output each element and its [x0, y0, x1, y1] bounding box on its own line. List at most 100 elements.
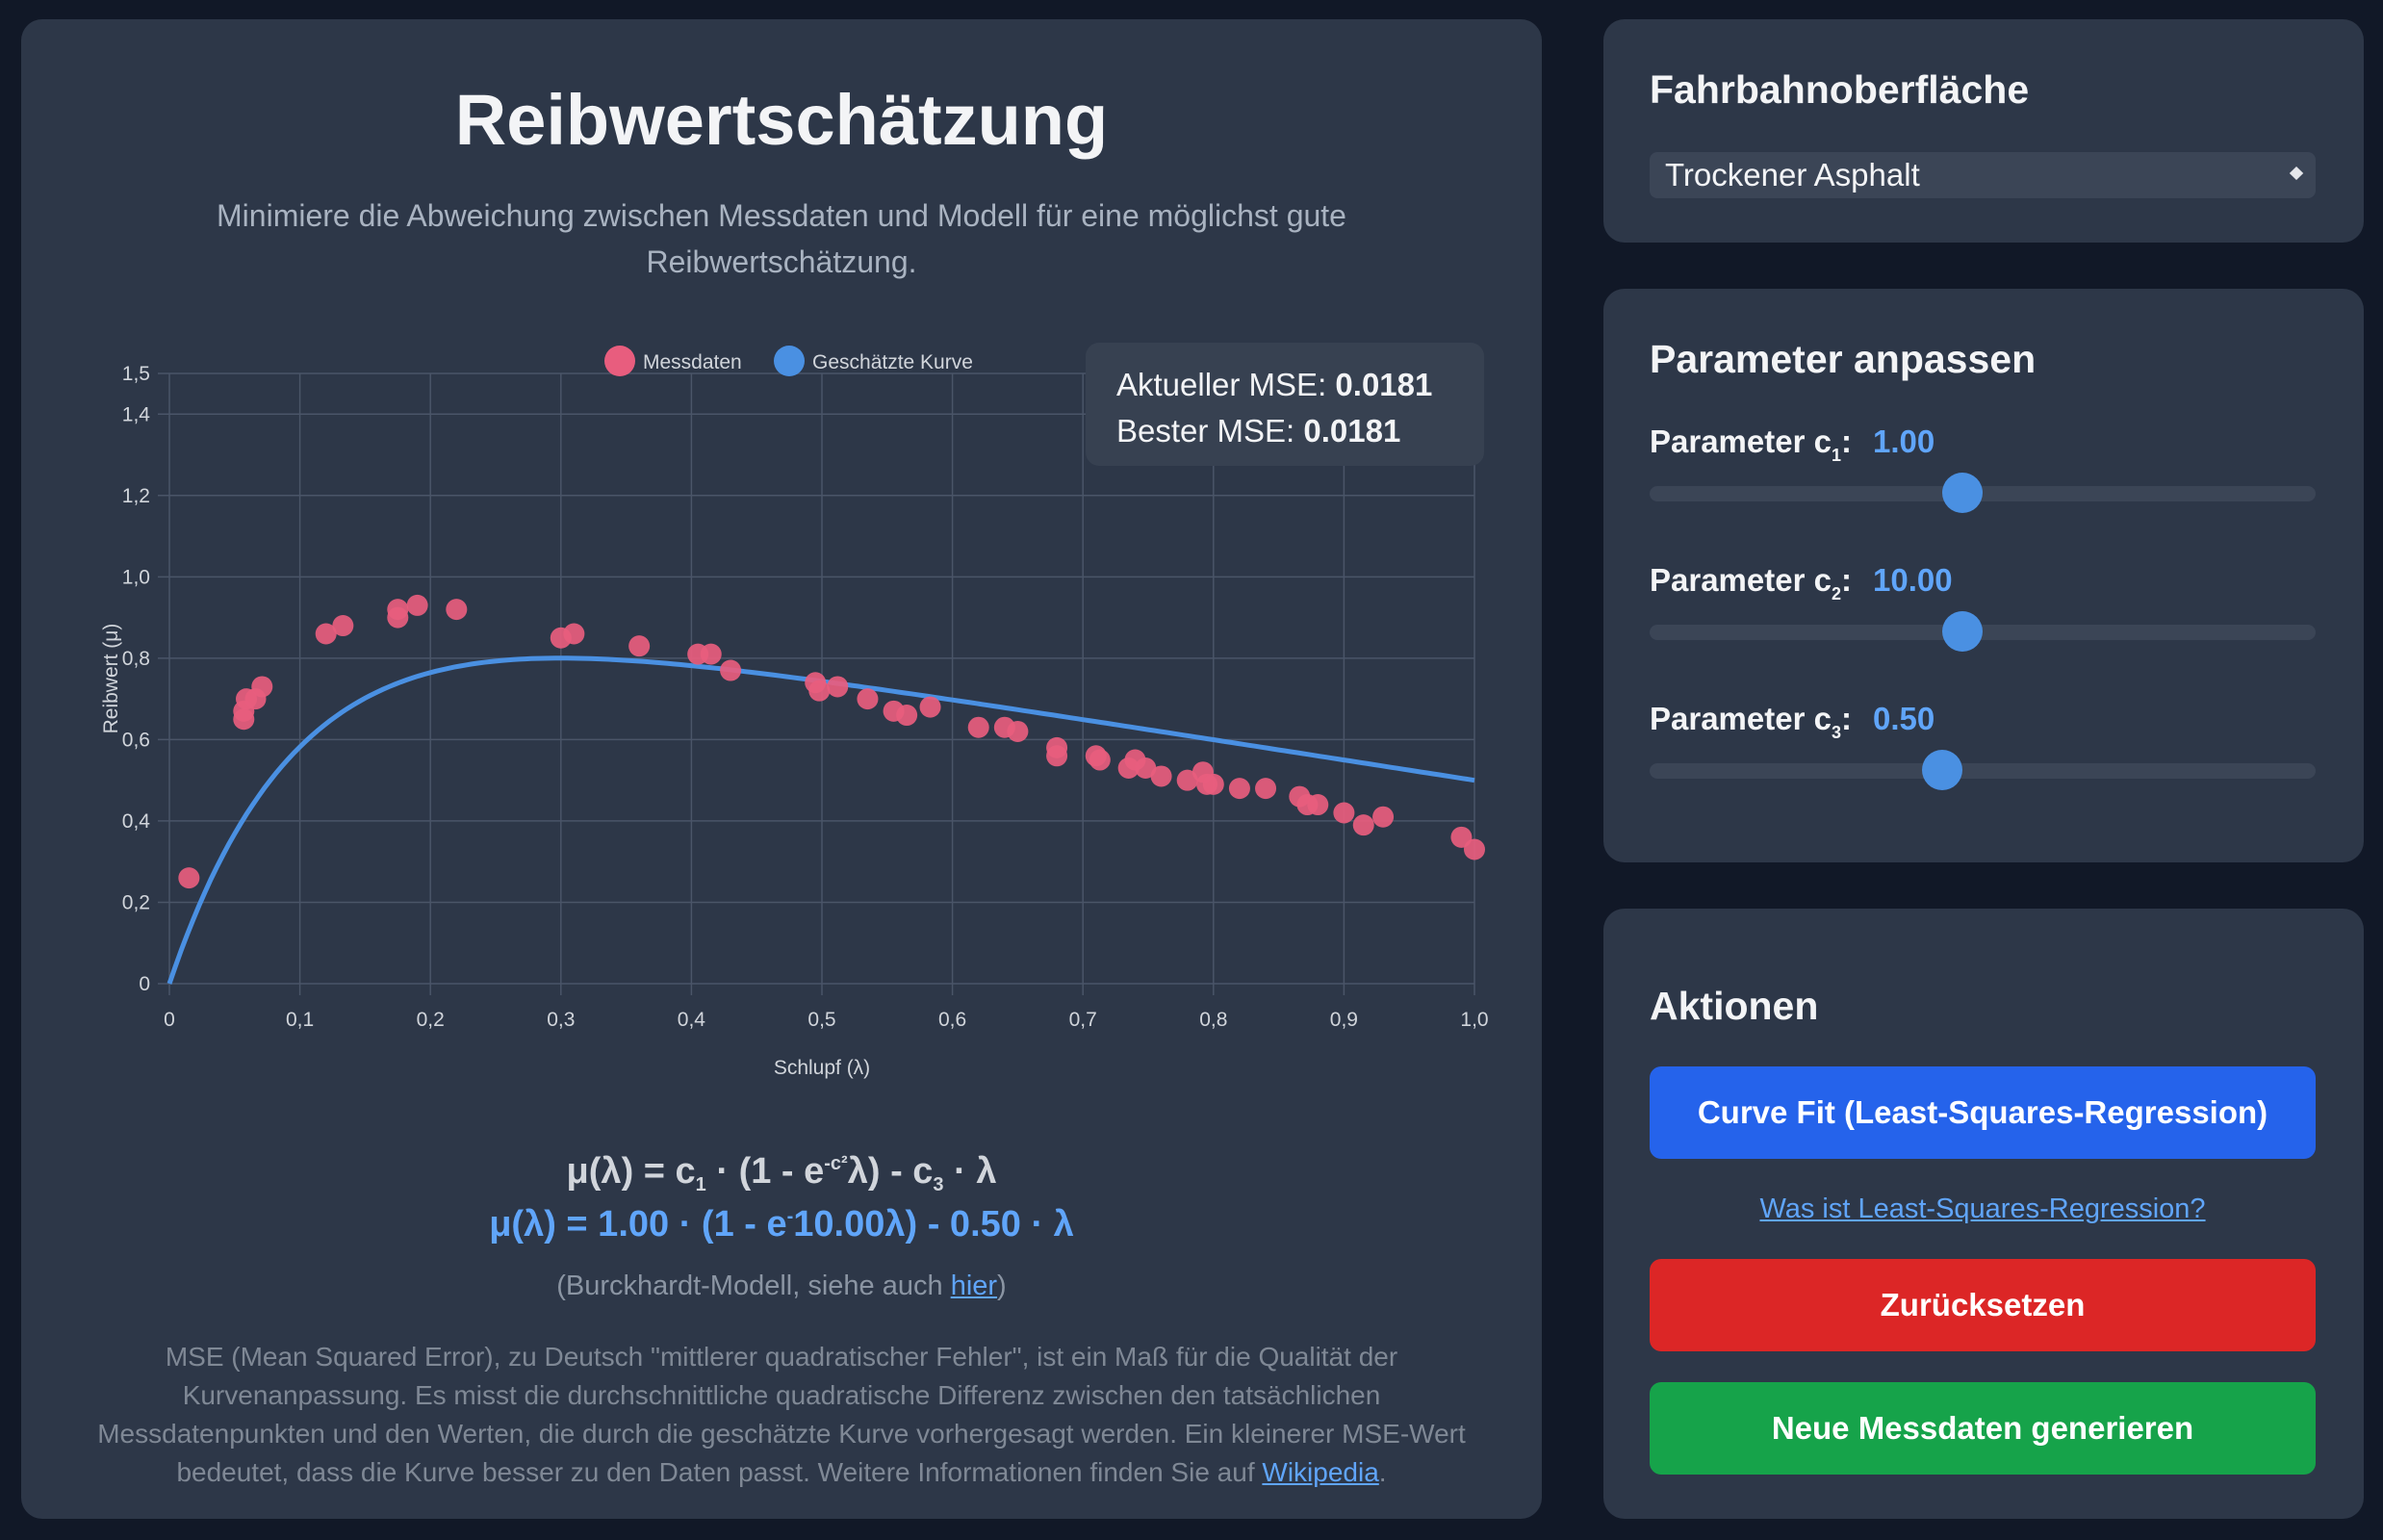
data-point [1307, 794, 1329, 816]
formula-generic-part: · λ [943, 1151, 997, 1192]
actions-panel: Aktionen Curve Fit (Least-Squares-Regres… [1603, 909, 2364, 1519]
mse-box: Aktueller MSE: 0.0181 Bester MSE: 0.0181 [1086, 343, 1484, 466]
current-mse-label: Aktueller MSE: [1116, 367, 1327, 402]
surface-heading: Fahrbahnoberfläche [1650, 67, 2030, 112]
x-tick-label: 1,0 [1460, 1009, 1488, 1031]
legend-label-measured: Messdaten [643, 351, 742, 373]
x-axis-label: Schlupf (λ) [774, 1057, 870, 1079]
data-point [808, 680, 831, 702]
formula-generic-sub: 1 [695, 1174, 706, 1195]
surface-select[interactable]: Trockener Asphalt ⯁ [1650, 152, 2316, 198]
new-data-button[interactable]: Neue Messdaten generieren [1650, 1382, 2316, 1475]
y-axis-label: Reibwert (μ) [100, 624, 122, 734]
data-point [446, 599, 468, 621]
param-label-text: Parameter c [1650, 562, 1832, 598]
params-panel: Parameter anpassen Parameter c1: 1.00 Par… [1603, 289, 2364, 862]
data-point [827, 676, 849, 698]
param-c3-thumb[interactable] [1922, 750, 1963, 790]
model-link[interactable]: hier [950, 1270, 998, 1301]
data-point [720, 659, 742, 681]
curve-fit-button[interactable]: Curve Fit (Least-Squares-Regression) [1650, 1066, 2316, 1159]
param-c2-thumb[interactable] [1942, 611, 1984, 652]
param-c1-thumb[interactable] [1942, 473, 1984, 513]
page-subtitle: Minimiere die Abweichung zwischen Messda… [217, 198, 1346, 279]
chart-legend: Messdaten Geschätzte Kurve [604, 346, 973, 376]
data-point [967, 716, 989, 738]
data-point [1228, 778, 1250, 800]
param-c3-slider[interactable] [1650, 750, 2316, 790]
current-mse: Aktueller MSE: 0.0181 [1116, 362, 1484, 408]
x-tick-label: 0,9 [1330, 1009, 1358, 1031]
current-mse-value: 0.0181 [1335, 367, 1433, 402]
formula-current-part: μ(λ) = 1.00 · (1 - e [489, 1204, 787, 1245]
data-point [1372, 806, 1395, 828]
main-panel: Reibwertschätzung Minimiere die Abweichu… [21, 19, 1542, 1519]
param-c2-label: Parameter c2: 10.00 [1650, 562, 1953, 604]
model-note-text: ) [997, 1270, 1007, 1301]
param-label-text: Parameter c [1650, 701, 1832, 736]
page-title: Reibwertschätzung [454, 80, 1109, 160]
y-tick-label: 0,8 [122, 648, 150, 670]
x-tick-label: 0,3 [547, 1009, 575, 1031]
data-point [857, 688, 879, 710]
reset-button[interactable]: Zurücksetzen [1650, 1259, 2316, 1351]
best-mse: Bester MSE: 0.0181 [1116, 408, 1484, 454]
legend-swatch-measured [604, 346, 635, 376]
data-point [1150, 765, 1172, 787]
param-c1-value: 1.00 [1872, 424, 1935, 459]
wikipedia-link[interactable]: Wikipedia [1262, 1457, 1379, 1487]
y-tick-label: 0,4 [122, 810, 151, 833]
model-note-text: (Burckhardt-Modell, siehe auch [556, 1270, 951, 1301]
param-c3-value: 0.50 [1872, 701, 1935, 736]
data-point [1202, 773, 1224, 795]
data-point [628, 635, 651, 657]
data-point [563, 623, 585, 645]
surface-panel: Fahrbahnoberfläche Trockener Asphalt ⯁ [1603, 19, 2364, 243]
model-note: (Burckhardt-Modell, siehe auch hier) [21, 1270, 1542, 1302]
data-point [1352, 814, 1374, 836]
formula-generic-part: λ) - c [847, 1151, 934, 1192]
mse-description-text: . [1378, 1457, 1387, 1487]
points-layer [178, 594, 1485, 889]
param-c1-slider[interactable] [1650, 473, 2316, 513]
formula-generic-sup: -c² [824, 1153, 848, 1174]
y-tick-label: 0,2 [122, 891, 150, 913]
data-point [1046, 736, 1068, 758]
data-point [332, 615, 354, 637]
y-tick-label: 1,2 [122, 485, 150, 507]
param-c2-slider[interactable] [1650, 611, 2316, 652]
y-tick-label: 1,4 [122, 403, 151, 425]
formula-generic-part: · (1 - e [705, 1151, 825, 1192]
best-mse-value: 0.0181 [1303, 413, 1401, 449]
y-tick-label: 0,6 [122, 729, 150, 751]
least-squares-link[interactable]: Was ist Least-Squares-Regression? [1759, 1194, 2206, 1224]
data-point [896, 705, 918, 727]
data-point [251, 676, 273, 698]
data-point [1176, 769, 1198, 791]
x-tick-label: 0,2 [417, 1009, 445, 1031]
param-c1-label: Parameter c1: 1.00 [1650, 424, 1935, 466]
param-label-text: : [1840, 701, 1852, 736]
surface-select-value: Trockener Asphalt [1665, 157, 1920, 192]
y-tick-label: 1,0 [122, 566, 150, 588]
friction-chart: 0 0,1 0,2 0,3 0,4 0,5 0,6 0,7 0,8 0,9 1,0 0 0,2 0,4 0,… [100, 346, 1489, 1079]
data-point [1007, 720, 1029, 742]
data-point [178, 867, 200, 889]
legend-label-curve: Geschätzte Kurve [812, 351, 973, 373]
formula-generic: μ(λ) = c1 · (1 - e-c²λ) - c3 · λ [21, 1151, 1542, 1196]
legend-swatch-curve [774, 346, 805, 376]
formula-generic-sub: 3 [933, 1174, 944, 1195]
param-label-sub: 3 [1831, 723, 1841, 742]
x-tick-label: 0 [164, 1009, 175, 1031]
data-point [406, 594, 428, 616]
data-point [387, 599, 409, 621]
param-label-sub: 2 [1831, 584, 1841, 603]
param-label-text: Parameter c [1650, 424, 1832, 459]
data-point [1333, 802, 1355, 824]
params-heading: Parameter anpassen [1650, 337, 2037, 381]
formula-current-part: 10.00λ) - 0.50 · λ [793, 1204, 1074, 1245]
data-point [700, 643, 722, 665]
chart-axes: 0 0,1 0,2 0,3 0,4 0,5 0,6 0,7 0,8 0,9 1,0 0 0,2 0,4 0,… [100, 363, 1489, 1079]
x-tick-label: 0,8 [1199, 1009, 1227, 1031]
formula-current: μ(λ) = 1.00 · (1 - e-10.00λ) - 0.50 · λ [21, 1204, 1542, 1245]
